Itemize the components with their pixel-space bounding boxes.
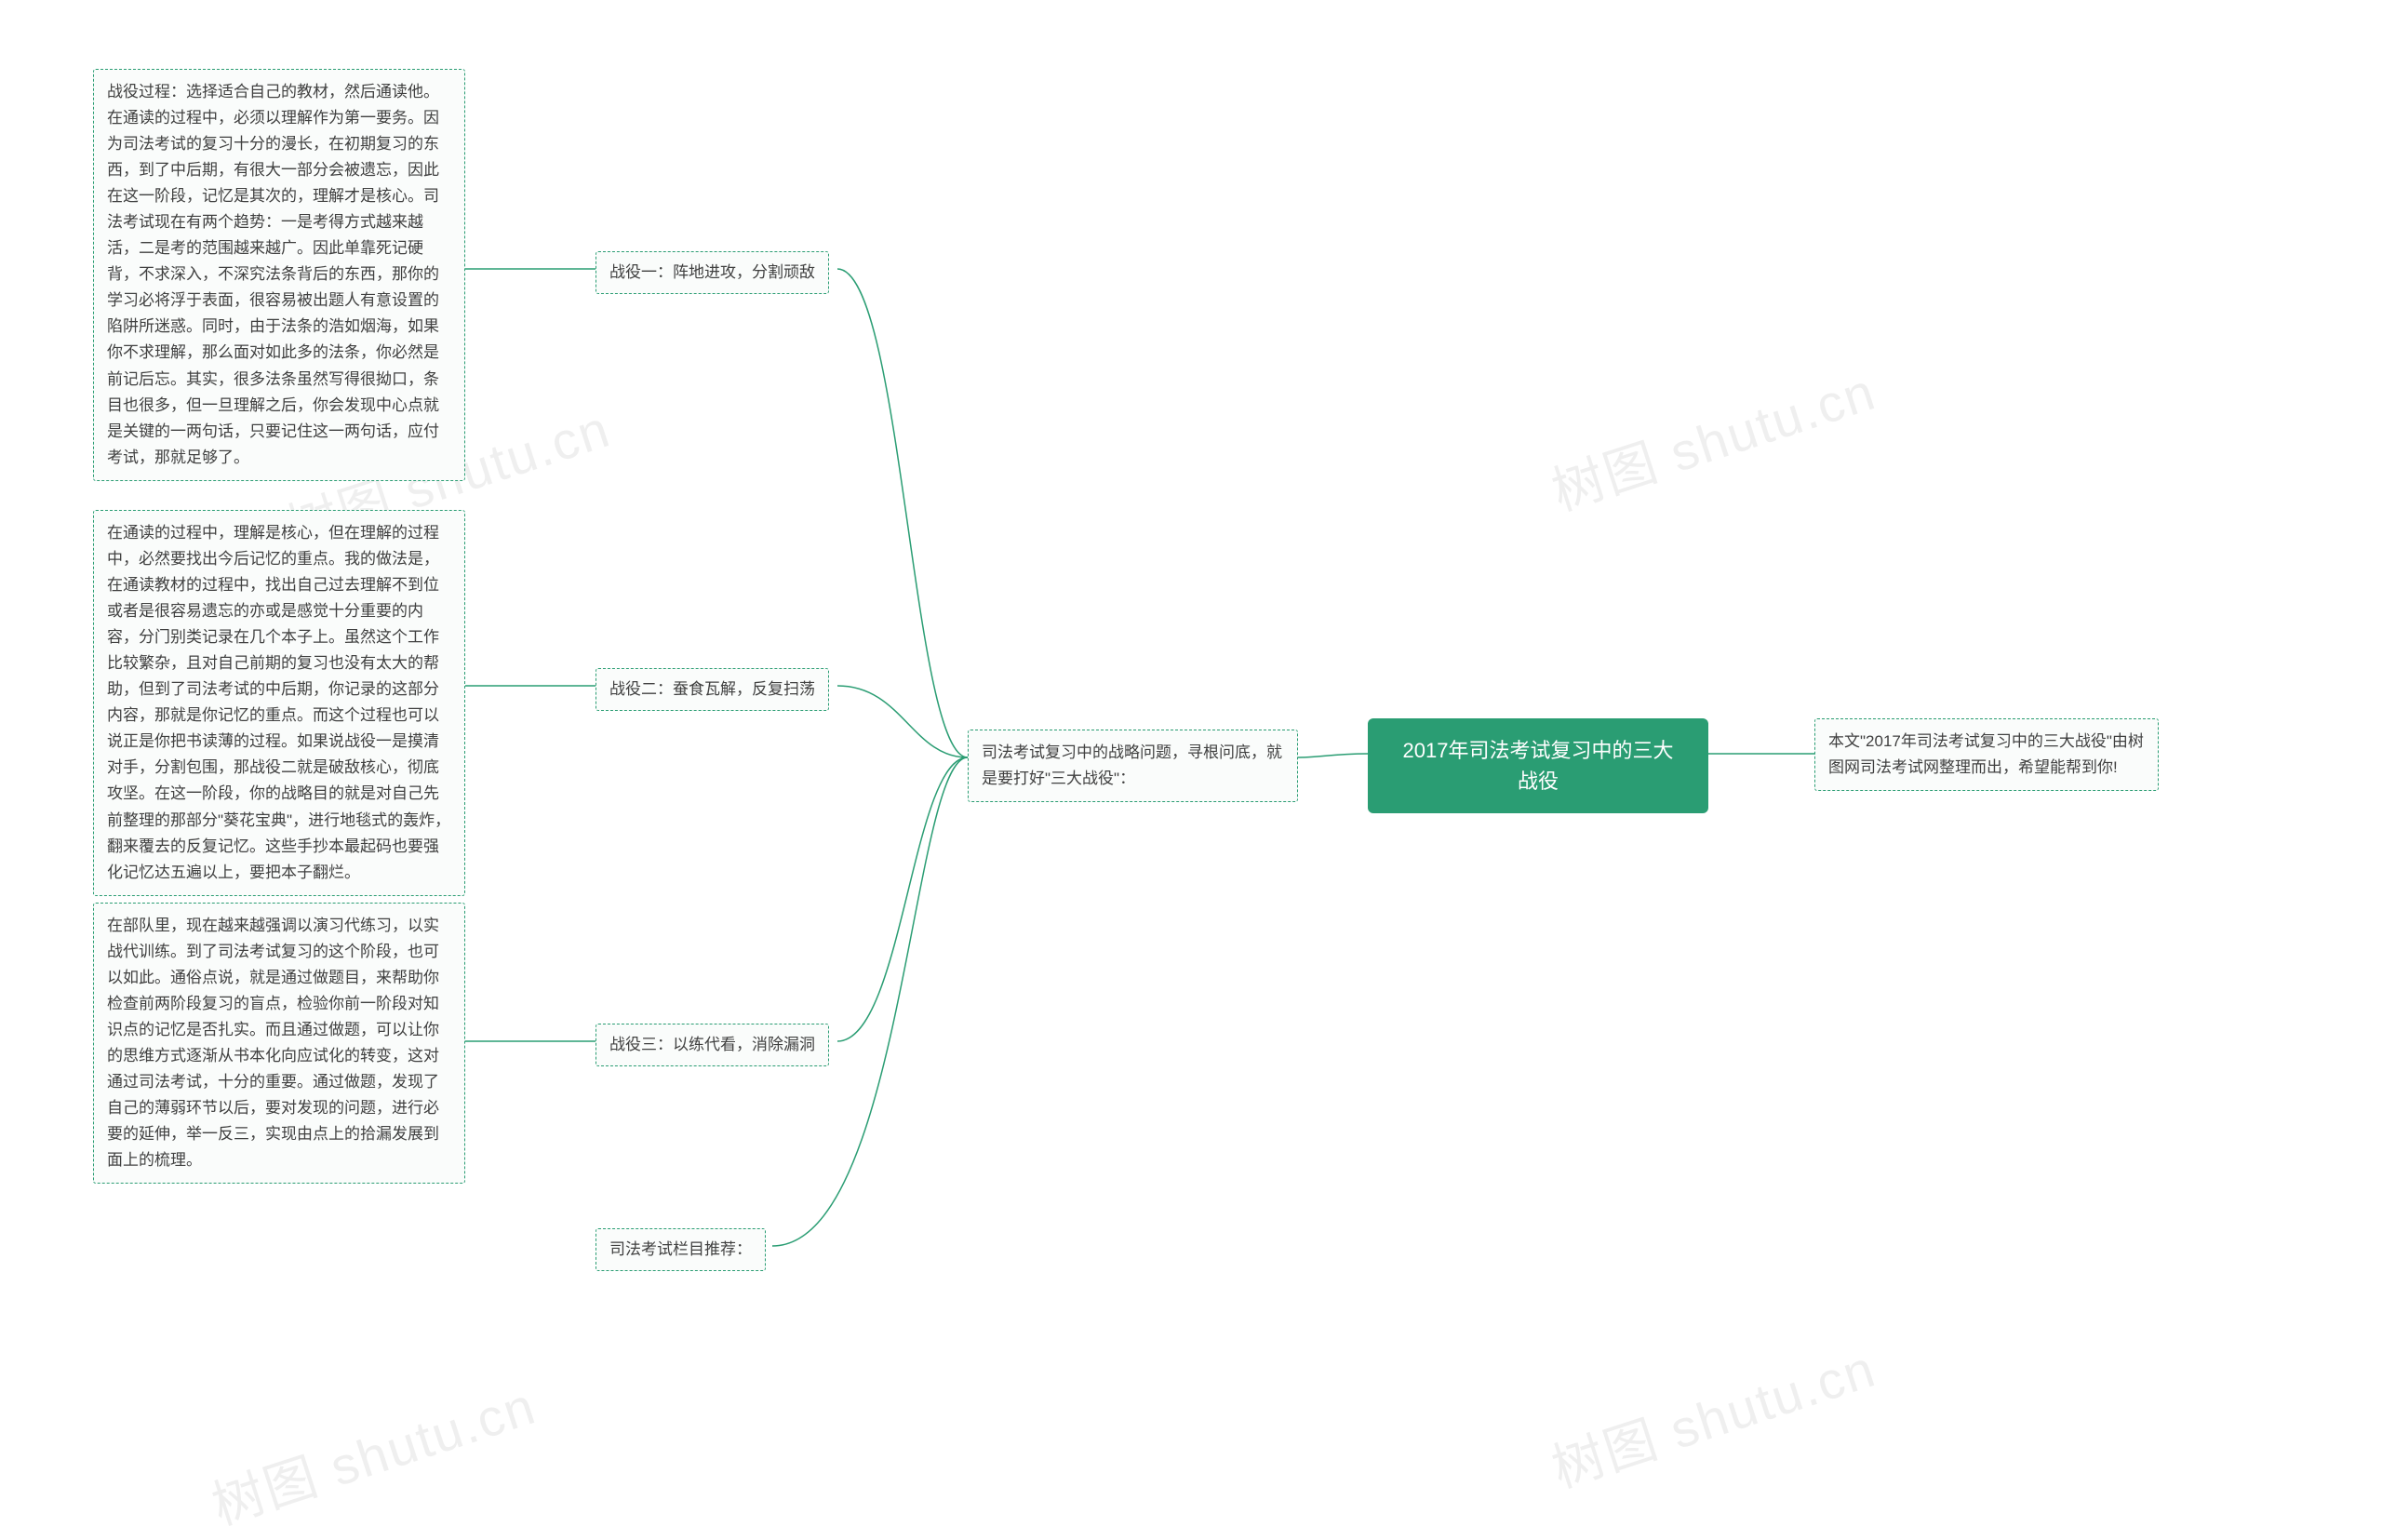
left-trunk[interactable]: 司法考试复习中的战略问题，寻根问底，就是要打好"三大战役"：	[968, 730, 1298, 802]
conn-trunk-b3	[772, 757, 968, 1246]
right-node-0[interactable]: 本文"2017年司法考试复习中的三大战役"由树图网司法考试网整理而出，希望能帮到…	[1814, 718, 2159, 791]
branch-2[interactable]: 战役三：以练代看，消除漏洞	[596, 1024, 829, 1066]
conn-trunk-b1	[837, 686, 968, 757]
watermark: 树图 shutu.cn	[1541, 350, 1884, 526]
leaf-2[interactable]: 在部队里，现在越来越强调以演习代练习，以实战代训练。到了司法考试复习的这个阶段，…	[93, 903, 465, 1184]
branch-2-label: 战役三：以练代看，消除漏洞	[609, 1036, 815, 1053]
branch-0-label: 战役一：阵地进攻，分割顽敌	[609, 263, 815, 281]
branch-3-label: 司法考试栏目推荐：	[609, 1240, 752, 1258]
conn-root-trunk	[1298, 754, 1368, 757]
leaf-0[interactable]: 战役过程：选择适合自己的教材，然后通读他。在通读的过程中，必须以理解作为第一要务…	[93, 69, 465, 481]
right-node-0-text: 本文"2017年司法考试复习中的三大战役"由树图网司法考试网整理而出，希望能帮到…	[1828, 732, 2144, 776]
conn-trunk-b2	[837, 757, 968, 1041]
watermark: 树图 shutu.cn	[201, 1364, 544, 1540]
leaf-1[interactable]: 在通读的过程中，理解是核心，但在理解的过程中，必然要找出今后记忆的重点。我的做法…	[93, 510, 465, 896]
leaf-1-text: 在通读的过程中，理解是核心，但在理解的过程中，必然要找出今后记忆的重点。我的做法…	[107, 524, 450, 881]
leaf-0-text: 战役过程：选择适合自己的教材，然后通读他。在通读的过程中，必须以理解作为第一要务…	[107, 83, 439, 466]
branch-3[interactable]: 司法考试栏目推荐：	[596, 1228, 766, 1271]
leaf-2-text: 在部队里，现在越来越强调以演习代练习，以实战代训练。到了司法考试复习的这个阶段，…	[107, 917, 439, 1169]
branch-1[interactable]: 战役二：蚕食瓦解，反复扫荡	[596, 668, 829, 711]
branch-1-label: 战役二：蚕食瓦解，反复扫荡	[609, 680, 815, 698]
root-text: 2017年司法考试复习中的三大战役	[1403, 739, 1674, 793]
watermark: 树图 shutu.cn	[1541, 1327, 1884, 1503]
conn-trunk-b0	[837, 269, 968, 757]
root-node[interactable]: 2017年司法考试复习中的三大战役	[1368, 718, 1708, 813]
left-trunk-text: 司法考试复习中的战略问题，寻根问底，就是要打好"三大战役"：	[982, 743, 1282, 787]
branch-0[interactable]: 战役一：阵地进攻，分割顽敌	[596, 251, 829, 294]
